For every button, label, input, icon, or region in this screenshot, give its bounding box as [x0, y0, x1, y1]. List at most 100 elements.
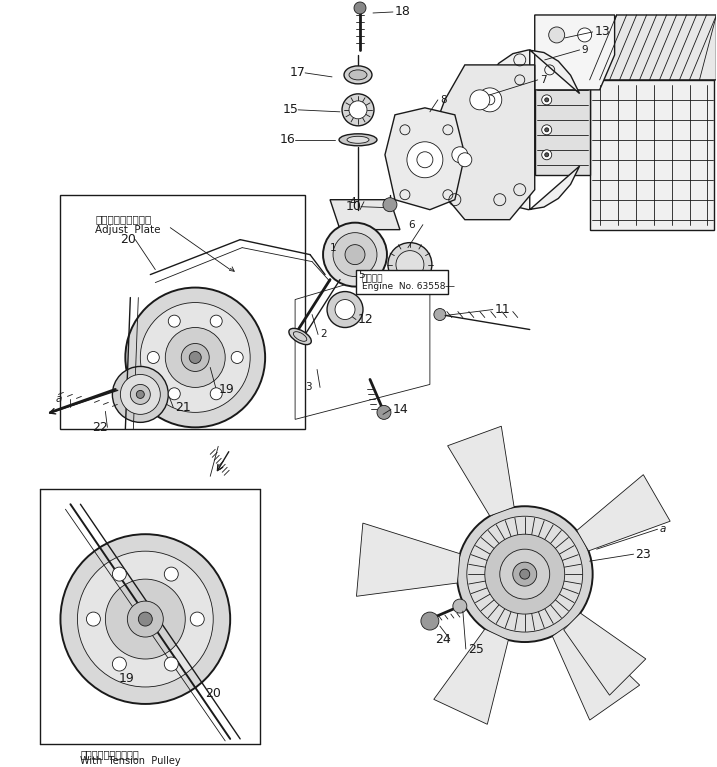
Circle shape [452, 146, 467, 163]
Circle shape [168, 315, 180, 328]
Polygon shape [535, 15, 614, 90]
Circle shape [105, 579, 185, 659]
Circle shape [458, 153, 472, 166]
Text: 1: 1 [330, 242, 337, 252]
Circle shape [542, 150, 551, 160]
Polygon shape [356, 523, 460, 596]
Ellipse shape [344, 66, 372, 84]
Circle shape [520, 569, 530, 579]
Text: 3: 3 [305, 383, 312, 393]
Circle shape [545, 98, 549, 102]
Text: a: a [660, 524, 666, 534]
Ellipse shape [289, 328, 311, 344]
Text: 11: 11 [495, 303, 511, 316]
Circle shape [166, 328, 225, 387]
Circle shape [60, 534, 230, 704]
Text: アジャストプレート: アジャストプレート [95, 215, 151, 225]
Circle shape [335, 300, 355, 320]
Circle shape [549, 27, 565, 43]
Circle shape [87, 612, 100, 626]
Text: 19: 19 [118, 673, 134, 686]
Polygon shape [589, 15, 716, 80]
Text: 19: 19 [218, 383, 234, 396]
Circle shape [470, 90, 490, 110]
Circle shape [542, 95, 551, 105]
Circle shape [128, 601, 163, 637]
Text: 21: 21 [175, 401, 191, 414]
Circle shape [181, 344, 209, 371]
Circle shape [545, 153, 549, 156]
Circle shape [396, 251, 424, 278]
Polygon shape [385, 108, 465, 209]
Polygon shape [475, 50, 579, 209]
Circle shape [113, 367, 168, 423]
Circle shape [333, 232, 377, 277]
Circle shape [578, 28, 592, 42]
Circle shape [113, 657, 126, 671]
Circle shape [485, 534, 565, 614]
Text: 10: 10 [346, 200, 362, 213]
Circle shape [478, 88, 502, 112]
Circle shape [138, 612, 152, 626]
Circle shape [120, 374, 161, 414]
Polygon shape [434, 629, 508, 724]
Circle shape [354, 2, 366, 14]
Circle shape [210, 315, 222, 328]
Circle shape [136, 390, 144, 398]
Text: 15: 15 [283, 104, 299, 117]
Circle shape [231, 351, 243, 364]
Circle shape [141, 302, 250, 413]
Circle shape [500, 549, 550, 599]
Circle shape [457, 506, 593, 642]
Text: 25: 25 [467, 643, 484, 656]
FancyBboxPatch shape [356, 269, 448, 294]
Circle shape [349, 100, 367, 119]
Circle shape [189, 351, 201, 364]
Circle shape [421, 612, 439, 630]
Polygon shape [564, 613, 646, 695]
Text: 13: 13 [594, 25, 610, 38]
Circle shape [453, 599, 467, 613]
Ellipse shape [347, 137, 369, 143]
Text: 18: 18 [395, 5, 411, 18]
Text: With  Tension  Pulley: With Tension Pulley [80, 755, 181, 766]
Circle shape [345, 245, 365, 265]
Text: 適用号等: 適用号等 [362, 274, 384, 283]
Text: 5: 5 [358, 269, 365, 280]
Circle shape [190, 612, 204, 626]
Circle shape [467, 516, 583, 632]
Text: Adjust  Plate: Adjust Plate [95, 225, 161, 235]
Polygon shape [330, 199, 400, 229]
Text: 20: 20 [120, 233, 136, 246]
Circle shape [77, 551, 213, 687]
Circle shape [383, 198, 397, 212]
Circle shape [113, 567, 126, 581]
Text: 4: 4 [349, 196, 356, 206]
Text: テンションプーリ付き: テンションプーリ付き [80, 749, 139, 759]
Circle shape [545, 128, 549, 132]
Text: 8: 8 [440, 95, 447, 105]
Text: 22: 22 [92, 421, 108, 434]
Circle shape [388, 242, 432, 287]
Text: 2: 2 [320, 330, 327, 340]
Circle shape [407, 142, 443, 178]
Polygon shape [430, 65, 535, 219]
Circle shape [147, 351, 159, 364]
Text: a: a [55, 394, 62, 404]
Polygon shape [589, 80, 714, 229]
Ellipse shape [339, 133, 377, 146]
Polygon shape [552, 621, 640, 720]
Circle shape [434, 308, 446, 321]
Circle shape [323, 222, 387, 287]
Polygon shape [535, 80, 589, 175]
Text: Engine  No. 63558―: Engine No. 63558― [362, 282, 455, 291]
Text: 7: 7 [540, 75, 546, 85]
Circle shape [125, 288, 265, 427]
Text: 14: 14 [393, 403, 409, 416]
Text: 6: 6 [408, 219, 414, 229]
Text: 24: 24 [435, 633, 451, 646]
Text: 17: 17 [290, 67, 306, 80]
Text: 12: 12 [358, 313, 374, 326]
Circle shape [164, 567, 179, 581]
Text: 20: 20 [205, 687, 221, 700]
